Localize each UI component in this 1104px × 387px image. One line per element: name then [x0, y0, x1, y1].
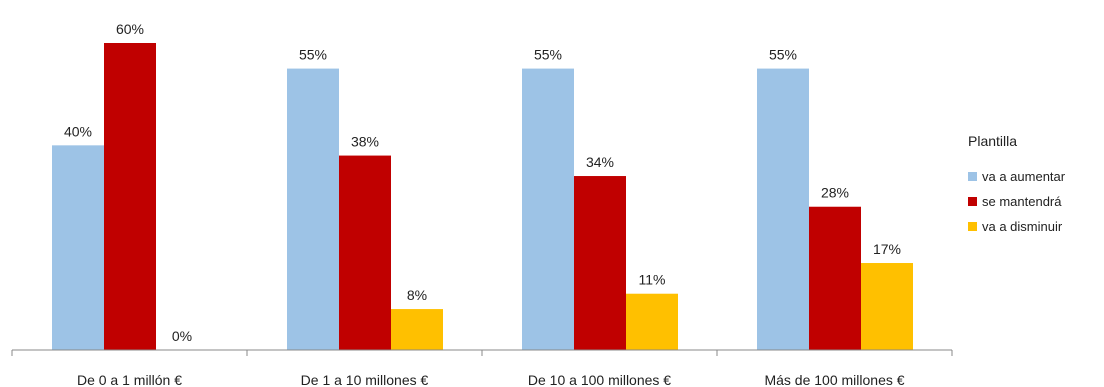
- data-label: 38%: [351, 134, 379, 150]
- legend-label: va a aumentar: [982, 169, 1066, 184]
- x-tick-label: Más de 100 millones €: [764, 372, 904, 387]
- bar: [52, 145, 104, 350]
- legend-swatch: [968, 222, 977, 231]
- bar: [626, 293, 678, 350]
- bar: [574, 176, 626, 350]
- legend-swatch: [968, 197, 977, 206]
- data-labels-group: 40% 60% 0% 55% 38% 8% 55% 34% 11% 55% 28% 17%: [64, 21, 901, 344]
- data-label: 60%: [116, 21, 144, 37]
- legend-swatch: [968, 172, 977, 181]
- bar: [757, 68, 809, 350]
- bars-group: [52, 43, 913, 350]
- bar: [339, 155, 391, 350]
- legend-item-maintain: se mantendrá: [968, 189, 1065, 214]
- legend: Plantilla va a aumentar se mantendrá va …: [968, 133, 1065, 239]
- bar: [287, 68, 339, 350]
- legend-item-decrease: va a disminuir: [968, 214, 1065, 239]
- x-tick-label: De 10 a 100 millones €: [528, 372, 671, 387]
- legend-title: Plantilla: [968, 133, 1018, 149]
- bar: [391, 309, 443, 350]
- x-tick-label: De 0 a 1 millón €: [77, 372, 182, 387]
- legend-item-increase: va a aumentar: [968, 164, 1065, 189]
- x-axis: De 0 a 1 millón € De 1 a 10 millones € De …: [11, 349, 953, 387]
- data-label: 55%: [769, 47, 797, 63]
- data-label: 40%: [64, 123, 92, 139]
- data-label: 55%: [299, 47, 327, 63]
- data-label: 8%: [407, 287, 427, 303]
- data-label: 11%: [639, 272, 666, 288]
- legend-label: se mantendrá: [982, 194, 1062, 209]
- legend-label: va a disminuir: [982, 219, 1063, 234]
- x-tick-label: De 1 a 10 millones €: [301, 372, 429, 387]
- data-label: 55%: [534, 47, 562, 63]
- data-label: 34%: [586, 154, 614, 170]
- bar: [861, 263, 913, 350]
- data-label: 28%: [821, 185, 849, 201]
- bar: [104, 43, 156, 350]
- bar: [522, 68, 574, 350]
- bar: [809, 206, 861, 350]
- data-label: 17%: [873, 241, 901, 257]
- data-label: 0%: [172, 328, 192, 344]
